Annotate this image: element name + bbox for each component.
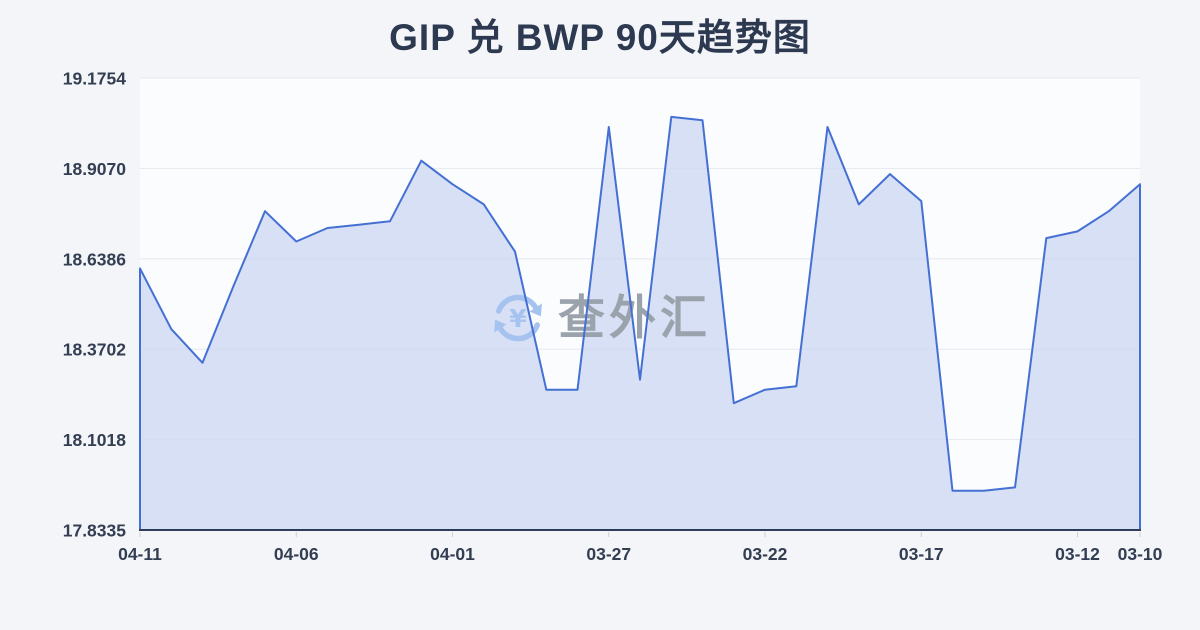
x-axis-tick-label: 03-22 bbox=[743, 544, 788, 564]
icon-bottom-arrow-arc bbox=[497, 322, 541, 342]
x-axis-tick-label: 04-06 bbox=[274, 544, 319, 564]
x-axis-tick-label: 03-10 bbox=[1118, 544, 1163, 564]
y-axis-tick-label: 18.9070 bbox=[63, 159, 127, 179]
chart-labels-layer: 19.1754 18.9070 18.6386 18.3702 18.1018 17.83… bbox=[63, 69, 1163, 565]
area-fill bbox=[140, 116, 1140, 531]
chart-axis-layer bbox=[139, 529, 1141, 537]
x-axis-tick-label: 03-12 bbox=[1055, 544, 1100, 564]
y-axis-tick-label: 19.1754 bbox=[63, 69, 127, 89]
x-axis-tick-label: 04-01 bbox=[430, 544, 475, 564]
x-axis-tick-label: 04-11 bbox=[118, 544, 162, 564]
currency-exchange-icon: ¥ bbox=[494, 294, 542, 342]
y-axis-tick-label: 18.1018 bbox=[63, 430, 127, 450]
chart-line-layer bbox=[139, 115, 1141, 531]
y-axis-tick-label: 18.3702 bbox=[63, 340, 127, 360]
y-axis-tick-label: 17.8335 bbox=[63, 521, 127, 541]
icon-top-arrow-arc bbox=[495, 294, 539, 314]
x-axis-tick-label: 03-27 bbox=[586, 544, 631, 564]
trend-line bbox=[139, 115, 1141, 531]
y-axis-tick-label: 18.6386 bbox=[63, 249, 127, 269]
chart-title: GIP 兑 BWP 90天趋势图 bbox=[389, 17, 811, 58]
icon-yen-symbol: ¥ bbox=[509, 304, 527, 333]
watermark: ¥ 查外汇 bbox=[494, 291, 707, 344]
chart-area-layer bbox=[140, 116, 1140, 531]
x-axis-tick-label: 03-17 bbox=[899, 544, 944, 564]
icon-bottom-arrowhead bbox=[494, 319, 507, 333]
icon-top-arrowhead bbox=[529, 303, 542, 317]
